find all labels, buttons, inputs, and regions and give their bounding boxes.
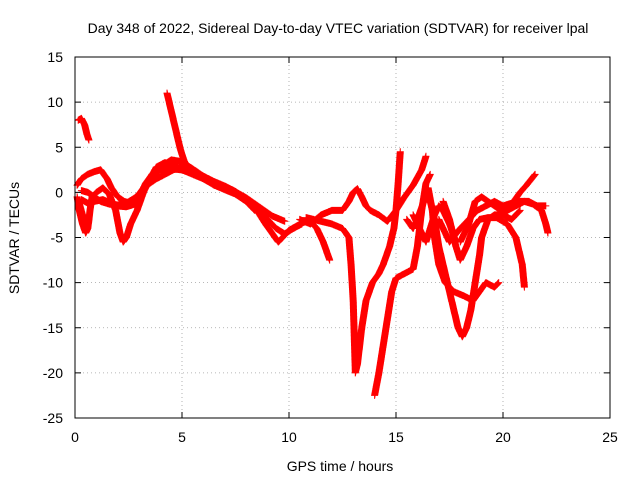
x-tick-label: 15 <box>388 429 404 445</box>
chart-title: Day 348 of 2022, Sidereal Day-to-day VTE… <box>88 20 589 36</box>
series-s8 <box>296 152 430 228</box>
y-tick-label: -15 <box>43 320 63 336</box>
axis-ticks: 0 5 10 15 20 25 -25 -20 -15 -10 -5 0 5 10 15 <box>43 49 618 445</box>
y-tick-label: -25 <box>43 410 63 426</box>
x-axis-label: GPS time / hours <box>287 458 394 474</box>
y-axis-label: SDTVAR / TECUs <box>6 182 22 294</box>
series-marks <box>296 152 430 228</box>
series-marks <box>409 202 460 246</box>
x-tick-label: 10 <box>281 429 297 445</box>
x-tick-label: 0 <box>71 429 79 445</box>
series-marks <box>163 89 190 169</box>
series-s1 <box>74 114 93 144</box>
plot-frame <box>74 56 611 419</box>
x-tick-label: 20 <box>495 429 511 445</box>
series-s6 <box>163 89 190 169</box>
y-tick-label: -20 <box>43 365 63 381</box>
series-marks <box>77 165 289 225</box>
y-tick-label: -10 <box>43 275 63 291</box>
grid <box>75 57 610 418</box>
series-marks <box>75 199 93 231</box>
y-tick-label: 10 <box>47 94 63 110</box>
series-s7 <box>75 199 93 231</box>
data-marks <box>73 89 552 399</box>
series-marks <box>495 197 552 237</box>
series-s16 <box>409 202 460 246</box>
y-tick-label: 5 <box>55 139 63 155</box>
series-s9 <box>302 148 404 377</box>
series-s5 <box>77 165 289 225</box>
y-tick-label: 15 <box>47 49 63 65</box>
x-tick-label: 25 <box>602 429 618 445</box>
y-tick-label: 0 <box>55 184 63 200</box>
series-marks <box>302 148 404 377</box>
y-tick-label: -5 <box>51 230 64 246</box>
x-tick-label: 5 <box>178 429 186 445</box>
series-marks <box>74 114 93 144</box>
series-s17 <box>495 197 552 237</box>
